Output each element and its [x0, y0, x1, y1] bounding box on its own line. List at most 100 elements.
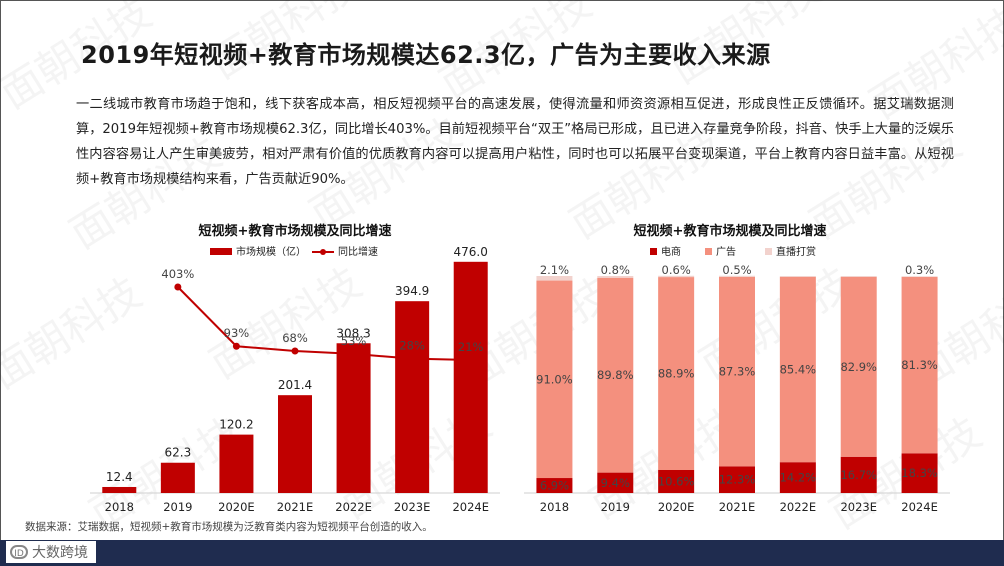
legend-swatch	[765, 248, 772, 255]
chart-title: 短视频+教育市场规模及同比增速	[634, 223, 827, 239]
growth-point	[408, 355, 416, 363]
bar-value-label: 62.3	[164, 446, 191, 460]
stacked-segment	[536, 280, 573, 479]
x-tick-label: 2018	[105, 500, 134, 514]
growth-value-label: 21%	[458, 340, 484, 354]
bar-market-size	[160, 462, 195, 493]
stacked-segment	[597, 472, 634, 493]
growth-value-label: 93%	[224, 326, 250, 340]
bar-value-label: 201.4	[278, 378, 312, 392]
stacked-segment	[536, 478, 573, 493]
segment-value-label: 0.3%	[905, 263, 934, 277]
growth-value-label: 68%	[282, 331, 308, 345]
stacked-segment	[597, 277, 634, 473]
segment-value-label: 6.9%	[540, 479, 569, 493]
bar-market-size	[278, 395, 312, 493]
legend-label: 直播打赏	[776, 245, 816, 258]
legend-label: 广告	[716, 245, 736, 258]
stacked-segment	[901, 276, 938, 277]
segment-value-label: 87.3%	[719, 365, 756, 379]
page-title: 2019年短视频+教育市场规模达62.3亿，广告为主要收入来源	[81, 41, 771, 69]
segment-value-label: 82.9%	[840, 360, 877, 374]
stacked-segment	[536, 276, 573, 281]
x-tick-label: 2023E	[394, 500, 431, 514]
segment-value-label: 89.8%	[597, 368, 634, 382]
legend-swatch	[650, 248, 657, 255]
bar-market-size	[395, 301, 430, 493]
stacked-segment	[719, 275, 755, 277]
stacked-segment	[658, 469, 695, 493]
brand-icon: ID	[10, 545, 28, 559]
stacked-segment	[901, 453, 938, 493]
stacked-segment	[840, 276, 877, 277]
stacked-segment	[658, 275, 695, 278]
stacked-segment	[719, 276, 755, 467]
x-tick-label: 2022E	[780, 500, 817, 514]
brand-name: 大数跨境	[32, 545, 88, 561]
segment-value-label: 12.3%	[719, 473, 756, 487]
stacked-segment	[658, 277, 695, 470]
segment-value-label: 0.6%	[662, 263, 691, 277]
segment-value-label: 14.2%	[780, 471, 817, 485]
x-tick-label: 2019	[163, 500, 192, 514]
x-tick-label: 2023E	[840, 500, 877, 514]
growth-value-label: 53%	[341, 334, 367, 348]
stacked-segment	[840, 276, 877, 457]
x-tick-label: 2018	[540, 500, 569, 514]
segment-value-label: 9.4%	[601, 476, 630, 490]
stacked-segment	[840, 456, 877, 493]
brand-logo: ID 大数跨境	[6, 541, 96, 563]
bar-value-label: 394.9	[395, 284, 429, 298]
segment-value-label: 85.4%	[780, 363, 817, 377]
source-note: 数据来源：艾瑞数据，短视频+教育市场规模为泛教育类内容为短视频平台创造的收入。	[25, 521, 433, 533]
segment-value-label: 81.3%	[901, 358, 938, 372]
x-tick-label: 2020E	[658, 500, 695, 514]
growth-point	[232, 342, 240, 350]
segment-value-label: 91.0%	[536, 372, 573, 386]
intro-paragraph: 一二线城市教育市场趋于饱和，线下获客成本高，相反短视频平台的高速发展，使得流量和…	[76, 97, 954, 187]
bar-value-label: 308.3	[336, 326, 370, 340]
legend-swatch-market-size	[210, 248, 232, 255]
legend-label-market-size: 市场规模（亿）	[236, 245, 306, 258]
chart-title: 短视频+教育市场规模及同比增速	[199, 223, 392, 239]
legend-marker-growth	[320, 249, 326, 255]
segment-value-label: 2.1%	[540, 263, 569, 277]
legend-label: 电商	[661, 245, 681, 258]
stacked-segment	[779, 276, 816, 277]
bar-value-label: 12.4	[106, 470, 133, 484]
growth-line	[177, 286, 471, 361]
growth-point	[174, 283, 182, 291]
growth-point	[467, 356, 475, 364]
segment-value-label: 88.9%	[658, 367, 695, 381]
bar-market-size	[219, 434, 254, 493]
stacked-segment	[779, 462, 816, 493]
bar-value-label: 476.0	[454, 245, 488, 259]
x-tick-label: 2020E	[218, 500, 255, 514]
growth-point	[291, 347, 299, 355]
segment-value-label: 0.5%	[722, 263, 751, 277]
x-tick-label: 2022E	[335, 500, 372, 514]
growth-value-label: 28%	[399, 339, 425, 353]
bar-value-label: 120.2	[219, 418, 253, 432]
bar-market-size	[102, 486, 137, 493]
bar-market-size	[453, 261, 488, 493]
legend-label-growth: 同比增速	[338, 245, 378, 258]
stacked-segment	[597, 276, 634, 278]
x-tick-label: 2024E	[452, 500, 489, 514]
segment-value-label: 10.6%	[658, 474, 695, 488]
x-tick-label: 2024E	[901, 500, 938, 514]
growth-value-label: 403%	[161, 267, 194, 281]
stacked-segment	[719, 466, 755, 493]
segment-value-label: 16.7%	[840, 468, 877, 482]
bar-market-size	[336, 343, 371, 493]
x-tick-label: 2021E	[277, 500, 314, 514]
growth-point	[350, 350, 358, 358]
legend-swatch	[705, 248, 712, 255]
x-tick-label: 2019	[601, 500, 630, 514]
segment-value-label: 0.8%	[601, 263, 630, 277]
x-tick-label: 2021E	[719, 500, 756, 514]
stacked-segment	[901, 276, 938, 454]
segment-value-label: 18.3%	[901, 466, 938, 480]
